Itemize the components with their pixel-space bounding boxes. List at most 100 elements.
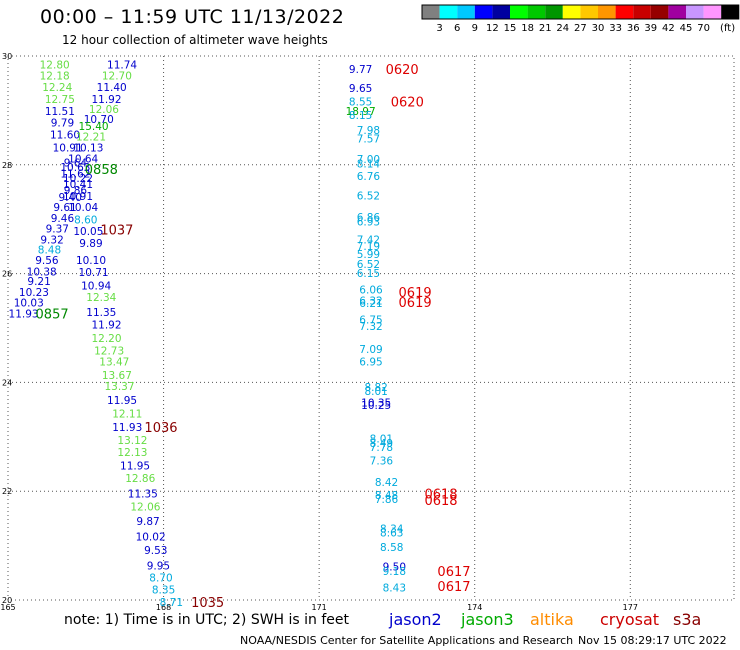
- wave-height-label: 11.93: [112, 422, 142, 434]
- colorbar-swatch: [510, 5, 528, 19]
- pass-time-label: 1035: [191, 596, 224, 611]
- colorbar-label: 3: [436, 23, 442, 34]
- wave-height-label: 6.52: [357, 190, 380, 202]
- wave-height-label: 10.04: [68, 202, 98, 214]
- pass-time-label: 0620: [386, 63, 419, 78]
- colorbar-label: 45: [680, 23, 693, 34]
- wave-height-label: 10.63: [60, 162, 90, 174]
- wave-height-label: 8.63: [380, 528, 403, 540]
- wave-height-label: 11.74: [107, 60, 137, 72]
- pass-time-label: 0857: [36, 307, 69, 322]
- wave-height-label: 10.38: [27, 266, 57, 278]
- y-tick-label: 26: [2, 270, 12, 279]
- colorbar-label: 18: [521, 23, 534, 34]
- wave-height-label: 9.18: [383, 566, 406, 578]
- wave-height-label: 7.42: [357, 234, 380, 246]
- wave-height-label: 6.32: [359, 295, 382, 307]
- y-tick-label: 30: [2, 52, 12, 61]
- wave-height-label: 9.56: [35, 255, 59, 267]
- pass-time-label: 0858: [85, 163, 118, 178]
- wave-height-label: 10.91: [53, 142, 83, 154]
- colorbar-swatch: [703, 5, 722, 19]
- colorbar-swatch: [721, 5, 739, 19]
- colorbar-swatch: [686, 5, 704, 19]
- x-tick-label: 165: [0, 603, 15, 612]
- wave-height-label: 9.64: [64, 158, 88, 170]
- wave-height-label: 12.86: [125, 473, 155, 485]
- plot-frame: [7, 55, 735, 601]
- wave-height-label: 6.75: [359, 314, 382, 326]
- wave-height-label: 8.34: [380, 524, 404, 536]
- pass-time-label: 0619: [399, 296, 432, 311]
- wave-height-label: 10.91: [63, 191, 93, 203]
- wave-height-label: 9.53: [144, 545, 167, 557]
- wave-height-label: 10.13: [73, 142, 103, 154]
- wave-height-label: 9.65: [349, 83, 372, 95]
- grid-lines: [8, 56, 734, 600]
- wave-height-label: 8.82: [364, 382, 387, 394]
- wave-height-label: 13.67: [102, 370, 132, 382]
- generated-timestamp: Nov 15 08:29:17 UTC 2022: [578, 634, 727, 647]
- wave-height-label: 12.06: [130, 501, 160, 513]
- colorbar-frame: [421, 4, 740, 20]
- chart-subtitle: 12 hour collection of altimeter wave hei…: [62, 33, 328, 47]
- colorbar-label: 39: [644, 23, 657, 34]
- wave-height-label: 11.95: [107, 395, 137, 407]
- colorbar-swatch: [668, 5, 686, 19]
- colorbar-swatch: [562, 5, 581, 19]
- wave-height-label: 11.60: [50, 129, 80, 141]
- wave-height-label: 7.09: [359, 344, 382, 356]
- wave-height-label: 8.15: [349, 110, 372, 122]
- colorbar-label: 42: [662, 23, 675, 34]
- colorbar-label: 30: [592, 23, 605, 34]
- wave-height-label: 10.03: [14, 297, 44, 309]
- wave-height-label: 6.06: [359, 284, 383, 296]
- wave-height-label: 9.86: [64, 185, 88, 197]
- wave-height-label: 10.02: [136, 531, 166, 543]
- y-tick-label: 22: [2, 487, 12, 496]
- wave-height-label: 8.60: [74, 215, 97, 227]
- credit-line: NOAA/NESDIS Center for Satellite Applica…: [240, 634, 574, 647]
- wave-height-label: 8.01: [364, 386, 387, 398]
- wave-height-label: 12.70: [102, 71, 132, 83]
- wave-height-label: 10.25: [361, 400, 391, 412]
- wave-height-label: 9.32: [40, 234, 63, 246]
- colorbar-swatch: [527, 5, 546, 19]
- wave-height-label: 9.61: [53, 202, 76, 214]
- wave-height-label: 7.36: [370, 456, 394, 468]
- x-tick-label: 168: [156, 603, 171, 612]
- wave-height-label: 6.93: [357, 216, 380, 228]
- y-tick-labels: 20 22 24 26 28 30: [2, 52, 12, 605]
- wave-height-label: 5.99: [357, 249, 380, 261]
- wave-height-label: 11.35: [128, 488, 158, 500]
- legend-jason3: jason3: [461, 610, 514, 629]
- wave-height-label: 12.13: [117, 447, 147, 459]
- colorbar-label: 9: [472, 23, 478, 34]
- wave-height-label: 15.40: [79, 121, 109, 133]
- wave-height-label: 9.79: [51, 117, 74, 129]
- wave-height-label: 10.41: [63, 179, 93, 191]
- axis-frame: [7, 55, 735, 601]
- wave-height-label: 7.98: [357, 125, 380, 137]
- pass-time-label: 0619: [399, 286, 432, 301]
- pass-time-label: 0620: [391, 96, 424, 111]
- x-tick-label: 177: [623, 603, 638, 612]
- wave-height-label: 11.92: [91, 94, 121, 106]
- wave-height-label: 8.55: [349, 97, 372, 109]
- y-tick-label: 24: [2, 378, 12, 387]
- x-tick-label: 174: [467, 603, 482, 612]
- wave-height-label: 9.89: [79, 238, 102, 250]
- wave-height-label: 11.92: [91, 320, 121, 332]
- wave-height-label: 10.22: [63, 173, 93, 185]
- wave-height-label: 12.11: [112, 408, 142, 420]
- wave-height-label: 9.95: [147, 561, 170, 573]
- wave-height-label: 9.40: [59, 192, 82, 204]
- wave-height-label: 6.15: [357, 268, 380, 280]
- pass-time-label: 0617: [437, 580, 470, 595]
- wave-height-label: 7.32: [359, 321, 382, 333]
- wave-height-label: 13.47: [99, 357, 129, 369]
- wave-height-label: 13.12: [117, 435, 147, 447]
- wave-height-label: 6.95: [359, 357, 382, 369]
- footer-note: note: 1) Time is in UTC; 2) SWH is in fe…: [64, 612, 350, 628]
